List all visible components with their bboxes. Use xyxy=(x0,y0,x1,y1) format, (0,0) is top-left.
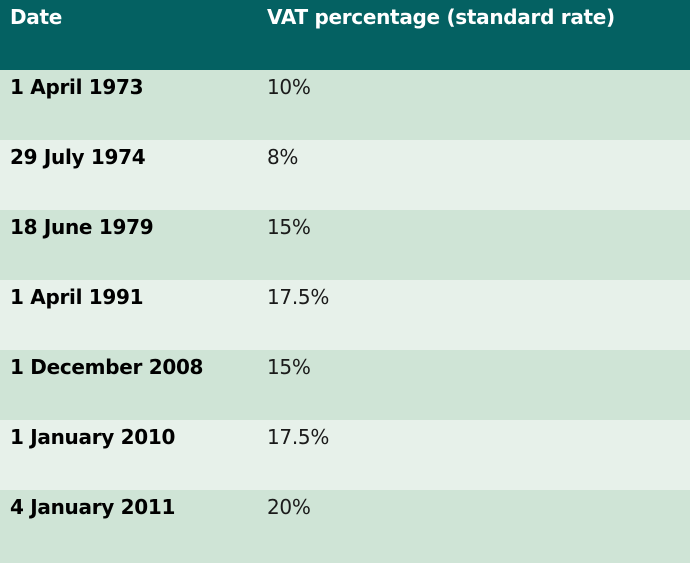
row-date: 18 June 1979 xyxy=(0,210,257,280)
row-vat-rate: 17.5% xyxy=(257,280,690,350)
row-date: 1 April 1991 xyxy=(0,280,257,350)
header-row: Date VAT percentage (standard rate) xyxy=(0,0,690,70)
table-row: 4 January 2011 20% xyxy=(0,490,690,563)
row-vat-rate: 10% xyxy=(257,70,690,140)
table-row: 29 July 1974 8% xyxy=(0,140,690,210)
table-row: 1 April 1991 17.5% xyxy=(0,280,690,350)
row-vat-rate: 15% xyxy=(257,350,690,420)
row-vat-rate: 20% xyxy=(257,490,690,563)
table-row: 18 June 1979 15% xyxy=(0,210,690,280)
row-date: 4 January 2011 xyxy=(0,490,257,563)
table-row: 1 January 2010 17.5% xyxy=(0,420,690,490)
table-row: 1 April 1973 10% xyxy=(0,70,690,140)
table-row: 1 December 2008 15% xyxy=(0,350,690,420)
row-vat-rate: 17.5% xyxy=(257,420,690,490)
row-date: 1 April 1973 xyxy=(0,70,257,140)
row-date: 1 January 2010 xyxy=(0,420,257,490)
table-header: Date VAT percentage (standard rate) xyxy=(0,0,690,70)
table-body: 1 April 1973 10% 29 July 1974 8% 18 June… xyxy=(0,70,690,563)
row-vat-rate: 8% xyxy=(257,140,690,210)
row-vat-rate: 15% xyxy=(257,210,690,280)
column-header-date: Date xyxy=(0,0,257,70)
row-date: 29 July 1974 xyxy=(0,140,257,210)
column-header-vat-rate: VAT percentage (standard rate) xyxy=(257,0,690,70)
row-date: 1 December 2008 xyxy=(0,350,257,420)
